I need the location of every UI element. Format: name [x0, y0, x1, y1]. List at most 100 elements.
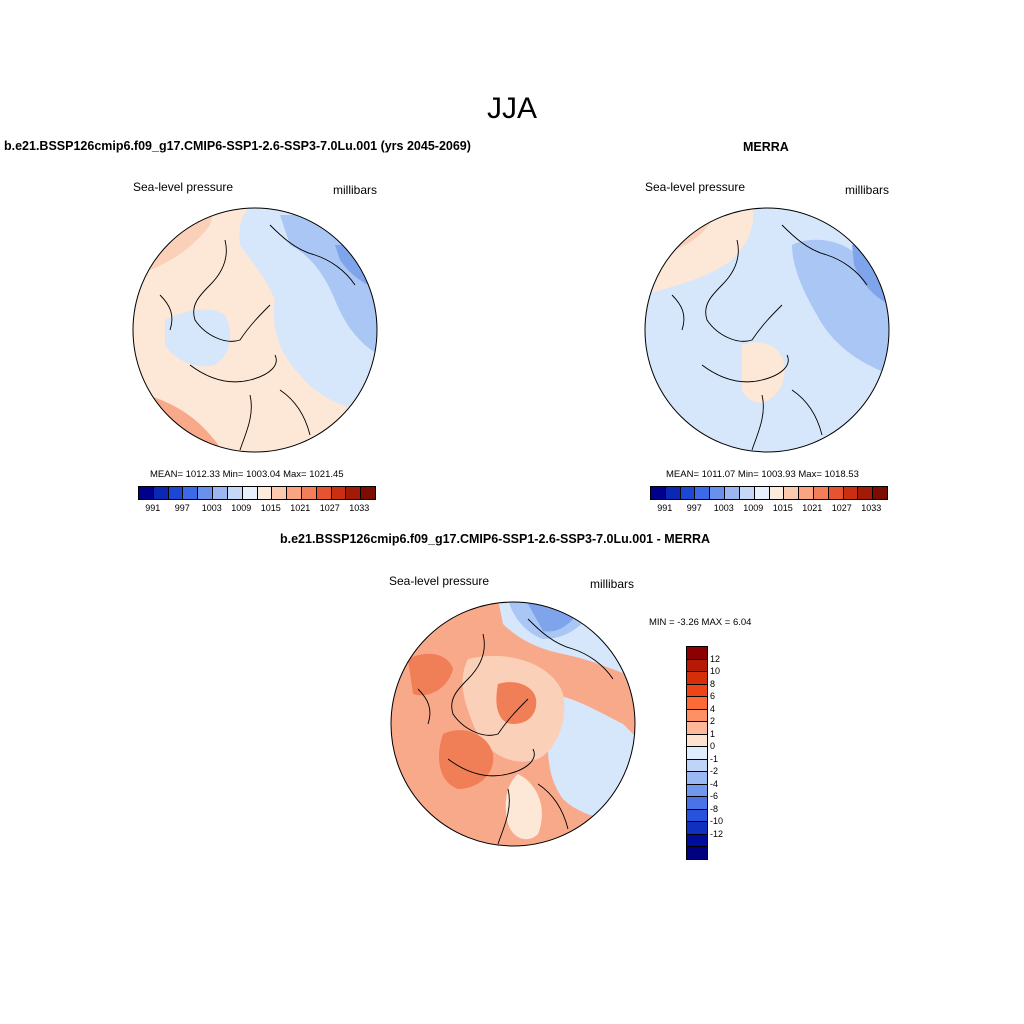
colorbar-swatch: [687, 847, 707, 859]
colorbar-swatch: [687, 772, 707, 785]
model-units-label: millibars: [333, 183, 378, 197]
colorbar-swatch: [754, 487, 770, 499]
model-coastlines: [159, 224, 356, 451]
colorbar-swatch: [687, 659, 707, 672]
colorbar-swatch: [784, 487, 800, 499]
colorbar-tick-label: 12: [710, 653, 721, 664]
colorbar-swatch: [687, 747, 707, 760]
colorbar-tick-label: -10: [710, 816, 724, 826]
colorbar-swatch: [687, 797, 707, 810]
obs-colorbar-ticks: 991 997 1003 1009 1015 1021 1027 1033: [650, 503, 886, 517]
colorbar-swatch: [725, 487, 740, 499]
colorbar-tick-label: 10: [710, 666, 721, 676]
colorbar-swatch: [739, 487, 755, 499]
colorbar-swatch: [183, 487, 199, 499]
model-colorbar-ticks: 991 997 1003 1009 1015 1021 1027 1033: [138, 503, 374, 517]
colorbar-swatch: [316, 487, 332, 499]
diff-minmax-label: MIN = -3.26 MAX = 6.04: [649, 617, 752, 628]
colorbar-swatch: [168, 487, 184, 499]
obs-map-border: [644, 207, 890, 453]
colorbar-swatch: [153, 487, 169, 499]
colorbar-tick-label: 991: [145, 503, 161, 513]
diff-high-positive-north-region: [408, 653, 453, 696]
colorbar-swatch: [257, 487, 273, 499]
diff-negative-east-region: [547, 694, 635, 821]
colorbar-swatch: [346, 487, 362, 499]
diff-low-positive-region: [505, 774, 542, 840]
colorbar-swatch: [242, 487, 258, 499]
colorbar-tick-label: -6: [710, 791, 719, 801]
diff-panel-title: b.e21.BSSP126cmip6.f09_g17.CMIP6-SSP1-2.…: [280, 532, 711, 546]
colorbar-swatch: [813, 487, 829, 499]
colorbar-tick-label: 1021: [290, 503, 311, 513]
model-stats-label: MEAN= 1012.33 Min= 1003.04 Max= 1021.45: [150, 469, 344, 480]
colorbar-swatch: [687, 722, 707, 735]
colorbar-tick-label: 8: [710, 678, 716, 689]
colorbar-tick-label: 4: [710, 703, 716, 714]
colorbar-swatch: [680, 487, 696, 499]
colorbar-tick-label: 1015: [260, 503, 281, 513]
colorbar-tick-label: -1: [710, 753, 719, 764]
colorbar-tick-label: 1009: [231, 503, 252, 513]
colorbar-swatch: [227, 487, 243, 499]
colorbar-swatch: [769, 487, 785, 499]
diff-units-label: millibars: [590, 577, 635, 591]
diff-coastlines: [417, 618, 614, 845]
colorbar-tick-label: 1021: [802, 503, 823, 513]
colorbar-swatch: [695, 487, 711, 499]
diff-map-border: [390, 601, 636, 847]
colorbar-swatch: [710, 487, 726, 499]
colorbar-tick-label: 2: [710, 716, 716, 726]
obs-coastlines: [671, 224, 868, 451]
obs-panel-title: MERRA: [743, 140, 789, 154]
colorbar-swatch: [361, 487, 375, 499]
colorbar-swatch: [687, 784, 707, 797]
obs-local-high-region: [742, 342, 785, 403]
model-map-border: [132, 207, 378, 453]
colorbar-swatch: [858, 487, 874, 499]
colorbar-swatch: [687, 822, 707, 835]
colorbar-tick-label: 0: [710, 741, 716, 751]
colorbar-swatch: [687, 709, 707, 722]
colorbar-swatch: [828, 487, 844, 499]
colorbar-swatch: [843, 487, 859, 499]
obs-stats-label: MEAN= 1011.07 Min= 1003.93 Max= 1018.53: [666, 469, 859, 480]
colorbar-swatch: [799, 487, 814, 499]
diff-high-positive-region: [496, 682, 537, 724]
colorbar-tick-label: 997: [174, 503, 190, 513]
colorbar-tick-label: -2: [710, 766, 719, 776]
season-title: JJA: [486, 92, 537, 125]
model-variable-label: Sea-level pressure: [133, 180, 234, 194]
colorbar-swatch: [687, 734, 707, 747]
colorbar-tick-label: 1015: [772, 503, 793, 513]
colorbar-tick-label: 997: [686, 503, 702, 513]
colorbar-tick-label: 1033: [861, 503, 882, 513]
colorbar-tick-label: -4: [710, 778, 719, 789]
obs-units-label: millibars: [845, 183, 890, 197]
colorbar-swatch: [331, 487, 347, 499]
colorbar-swatch: [213, 487, 228, 499]
colorbar-swatch: [139, 487, 154, 499]
colorbar-swatch: [198, 487, 214, 499]
colorbar-swatch: [687, 834, 707, 847]
colorbar-tick-label: 1027: [319, 503, 340, 513]
colorbar-tick-label: 1003: [713, 503, 734, 513]
colorbar-tick-label: 6: [710, 691, 716, 701]
obs-variable-label: Sea-level pressure: [645, 180, 746, 194]
model-low-basin-region: [165, 309, 231, 367]
colorbar-tick-label: -8: [710, 803, 719, 814]
colorbar-swatch: [665, 487, 681, 499]
model-colorbar: [138, 486, 376, 500]
colorbar-swatch: [687, 697, 707, 710]
colorbar-tick-label: 1033: [349, 503, 370, 513]
diff-polar-map: [390, 601, 636, 847]
colorbar-tick-label: 1: [710, 728, 716, 739]
colorbar-swatch: [687, 647, 707, 660]
colorbar-swatch: [687, 684, 707, 697]
colorbar-tick-label: 1003: [201, 503, 222, 513]
colorbar-swatch: [687, 759, 707, 772]
diff-colorbar-ticks: 12 10 8 6 4 2 1 0 -1 -2 -4 -6 -8 -10 -12: [710, 646, 750, 846]
obs-colorbar: [650, 486, 888, 500]
colorbar-swatch: [272, 487, 288, 499]
model-panel-title: b.e21.BSSP126cmip6.f09_g17.CMIP6-SSP1-2.…: [4, 139, 471, 153]
